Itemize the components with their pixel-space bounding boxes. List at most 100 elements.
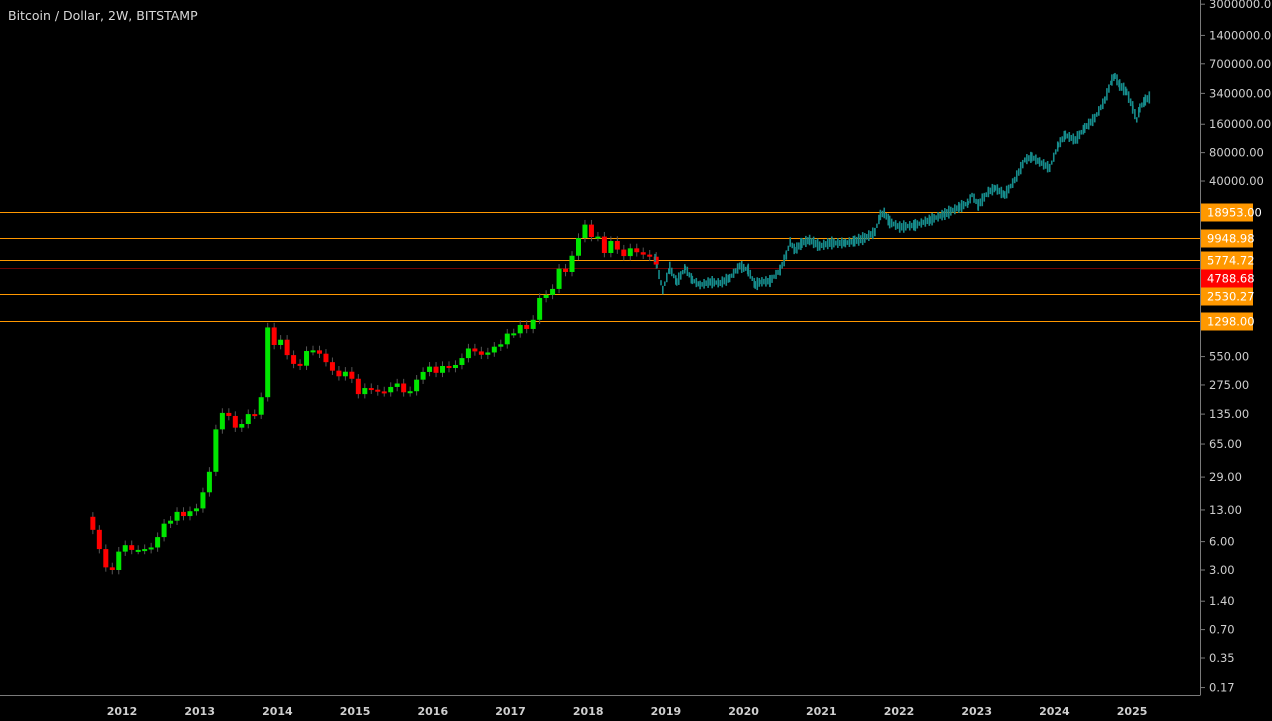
candle-down (478, 351, 484, 355)
candle-down (336, 370, 342, 377)
x-tick-label: 2012 (107, 705, 138, 718)
candle-up (213, 429, 219, 472)
candle-down (614, 240, 620, 250)
candle-up (452, 364, 458, 369)
candle-up (530, 319, 536, 329)
candle-up (388, 386, 394, 393)
candle-up (239, 424, 245, 428)
candle-up (258, 397, 264, 415)
candle-up (595, 236, 601, 239)
candle-up (265, 327, 271, 398)
candle-up (569, 255, 575, 272)
y-tick-label: 3.00 (1209, 563, 1235, 577)
candle-down (375, 389, 381, 392)
candle-down (472, 348, 478, 352)
candle-up (155, 537, 161, 548)
candle-up (440, 365, 446, 373)
candle-down (446, 365, 452, 369)
candle-down (316, 350, 322, 354)
candle-up (304, 351, 310, 366)
x-tick-label: 2017 (495, 705, 526, 718)
candle-down (226, 412, 232, 416)
candle-down (524, 324, 530, 329)
candle-up (206, 471, 212, 493)
level-label-box (1201, 251, 1253, 270)
y-tick-label: 160000.00 (1209, 117, 1271, 131)
candle-up (187, 511, 193, 517)
y-tick-label: 135.00 (1209, 407, 1249, 421)
x-tick-label: 2013 (184, 705, 215, 718)
candle-down (401, 383, 407, 393)
current-price-label-box (1201, 269, 1253, 288)
y-tick-label: 80000.00 (1209, 146, 1264, 160)
x-tick-label: 2025 (1117, 705, 1148, 718)
candle-up (193, 508, 199, 512)
y-tick-label: 340000.00 (1209, 86, 1271, 100)
candle-up (142, 549, 148, 552)
horizontal-levels (0, 212, 1200, 322)
y-tick-label: 700000.00 (1209, 57, 1271, 71)
y-tick-label: 275.00 (1209, 378, 1249, 392)
candle-up (200, 492, 206, 509)
candle-down (271, 327, 277, 345)
candle-up (582, 224, 588, 238)
y-tick-label: 65.00 (1209, 437, 1242, 451)
level-label: 18953.00 (1207, 206, 1262, 220)
candle-down (90, 516, 96, 530)
candle-up (498, 344, 504, 347)
candle-down (368, 388, 374, 391)
candle-up (407, 391, 413, 394)
candle-down (588, 224, 594, 237)
candle-up (556, 268, 562, 289)
x-tick-label: 2020 (728, 705, 759, 718)
candle-down (252, 414, 258, 417)
level-label-box (1201, 229, 1253, 248)
time-axis[interactable]: 2012 2013 2014 2015 2016 2017 2018 2019 2020 2021… (107, 705, 1148, 718)
candle-up (491, 346, 497, 353)
level-label: 5774.72 (1207, 254, 1255, 268)
candle-up (414, 379, 420, 392)
y-tick-label: 6.00 (1209, 535, 1235, 549)
y-tick-label: 550.00 (1209, 350, 1249, 364)
candle-down (129, 545, 135, 550)
candle-up (575, 237, 581, 256)
candle-up (627, 248, 633, 257)
candle-down (563, 268, 569, 272)
candle-down (103, 549, 109, 568)
candle-down (433, 366, 439, 373)
candle-up (116, 551, 122, 570)
candle-up (420, 371, 426, 380)
projection-bars (654, 72, 1151, 295)
candle-up (394, 383, 400, 387)
x-tick-label: 2021 (806, 705, 837, 718)
level-label: 2530.27 (1207, 290, 1255, 304)
candle-down (96, 529, 102, 550)
candle-up (465, 348, 471, 359)
x-tick-label: 2018 (573, 705, 604, 718)
candle-up (278, 339, 284, 345)
candle-down (323, 353, 329, 363)
price-axis[interactable]: 3000000.00 1400000.00 700000.00 340000.00 16… (1200, 0, 1272, 695)
candle-down (232, 415, 238, 428)
candle-down (601, 236, 607, 253)
x-tick-label: 2024 (1039, 705, 1070, 718)
x-tick-label: 2019 (651, 705, 682, 718)
y-tick-label: 29.00 (1209, 470, 1242, 484)
level-labels: 18953.00 9948.98 5774.72 4788.68 2530.27 1298… (1201, 203, 1262, 331)
candle-up (148, 547, 154, 550)
candle-down (640, 252, 646, 255)
y-tick-label: 0.17 (1209, 681, 1235, 695)
current-price-label: 4788.68 (1207, 272, 1255, 286)
candle-up (135, 549, 141, 552)
y-tick-label: 40000.00 (1209, 174, 1264, 188)
y-tick-label: 1.40 (1209, 594, 1235, 608)
y-tick-label: 13.00 (1209, 503, 1242, 517)
candle-down (291, 355, 297, 364)
level-label: 9948.98 (1207, 232, 1255, 246)
candle-up (485, 352, 491, 355)
candle-up (517, 324, 523, 334)
candle-down (329, 362, 335, 371)
level-label: 1298.00 (1207, 315, 1255, 329)
candle-up (543, 294, 549, 298)
